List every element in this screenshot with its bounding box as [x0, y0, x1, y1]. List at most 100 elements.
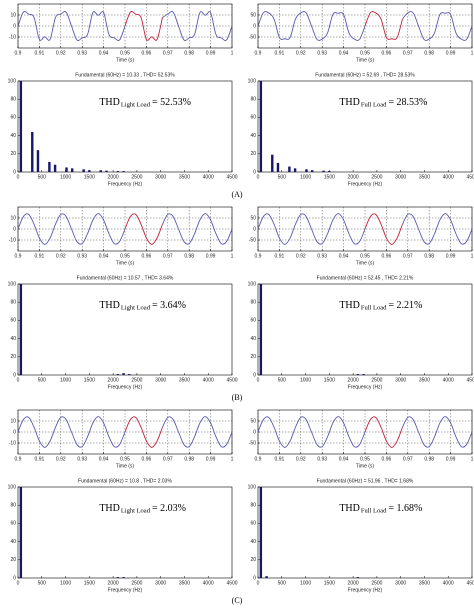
x-tick-label: 1 [471, 456, 474, 462]
x-tick-label: 500 [38, 377, 47, 383]
plot-frame [17, 283, 233, 376]
x-axis-label: Frequency (Hz) [348, 181, 383, 187]
waveform-line [124, 11, 163, 41]
y-tick-label: 0 [13, 575, 16, 581]
x-tick-label: 0 [257, 377, 260, 383]
y-tick-label: 0 [13, 429, 16, 435]
x-tick-label: 1000 [60, 377, 71, 383]
x-tick-label: 0 [17, 377, 20, 383]
x-tick-label: 2000 [108, 174, 119, 180]
x-tick-label: 0.97 [163, 253, 173, 259]
spectrum-bar [122, 577, 125, 578]
thd-subscript: Full Load [361, 508, 387, 515]
x-axis-label: Frequency (Hz) [108, 384, 143, 390]
x-tick-label: 0.91 [35, 50, 45, 56]
y-tick-label: 40 [10, 539, 16, 545]
y-tick-label: 80 [10, 503, 16, 509]
y-tick-label: 80 [250, 97, 256, 103]
thd-annotation: THDLight Load = 52.53% [99, 97, 191, 109]
x-axis-label: Frequency (Hz) [348, 384, 383, 390]
x-tick-label: 0.91 [275, 50, 285, 56]
x-tick-label: 3000 [155, 580, 166, 586]
x-tick-label: 0 [257, 174, 260, 180]
chart-title: Fundamental (60Hz) = 52.69 , THD= 28.53% [315, 72, 415, 78]
y-tick-label: 100 [248, 78, 257, 84]
y-tick-label: 20 [250, 557, 256, 563]
y-tick-label: 20 [250, 151, 256, 157]
x-tick-label: 4000 [443, 580, 454, 586]
x-tick-label: 0.91 [35, 253, 45, 259]
x-tick-label: 0.98 [184, 50, 194, 56]
y-tick-label: 20 [10, 354, 16, 360]
x-tick-label: 0.9 [255, 456, 262, 462]
spectrum-bar [122, 171, 125, 172]
thd-annotation: THDFull Load = 1.68% [339, 503, 422, 515]
y-tick-label: -50 [249, 34, 256, 40]
y-tick-label: 100 [8, 78, 17, 84]
chart-title: Fundamental (60Hz) = 10.8 , THD= 2.03% [78, 478, 172, 484]
x-tick-label: 0.95 [120, 253, 130, 259]
spectrum-bar [48, 161, 51, 172]
waveform-line [257, 213, 473, 245]
panel-label: (A) [231, 190, 242, 199]
x-tick-label: 0.95 [360, 50, 370, 56]
x-tick-label: 0.94 [339, 253, 349, 259]
y-tick-label: 10 [10, 12, 16, 18]
spectrum-bar [259, 487, 263, 578]
thd-text: THD [99, 300, 120, 311]
panel-label: (C) [232, 596, 243, 605]
x-tick-label: 3000 [395, 377, 406, 383]
spectrum-bar [36, 150, 40, 172]
spectrum-bar [31, 131, 34, 172]
x-tick-label: 4500 [466, 580, 474, 586]
x-tick-label: 1500 [84, 580, 95, 586]
plot-frame [17, 486, 233, 579]
y-tick-label: 0 [13, 169, 16, 175]
y-tick-label: 80 [250, 503, 256, 509]
spectrum-bar [322, 170, 325, 172]
x-axis-label: Time (s) [356, 463, 374, 469]
x-tick-label: 0.98 [424, 456, 434, 462]
x-tick-label: 3500 [419, 377, 430, 383]
x-tick-label: 0.92 [56, 456, 66, 462]
x-tick-label: 0.99 [446, 50, 456, 56]
spectrum-bar [99, 170, 102, 172]
x-axis-label: Frequency (Hz) [348, 587, 383, 593]
thd-text: THD [99, 503, 120, 514]
spectrum-bar [116, 374, 120, 375]
x-tick-label: 0.92 [56, 253, 66, 259]
thd-value: = 28.53% [388, 97, 427, 108]
waveform-line [364, 416, 403, 448]
y-tick-label: 60 [10, 318, 16, 324]
chart-title: Fundamental (60Hz) = 10.57 , THD= 3.64% [77, 275, 174, 281]
x-tick-label: 0.98 [424, 253, 434, 259]
x-tick-label: 4000 [443, 174, 454, 180]
x-axis-label: Frequency (Hz) [108, 181, 143, 187]
x-tick-label: 0.93 [317, 253, 327, 259]
spectrum-bar [356, 577, 360, 578]
x-tick-label: 2500 [131, 580, 142, 586]
thd-subscript: Full Load [361, 102, 387, 109]
x-tick-label: 0.96 [142, 456, 152, 462]
spectrum-bar [271, 154, 274, 172]
x-tick-label: 4000 [443, 377, 454, 383]
spectrum-bar [362, 374, 365, 375]
y-tick-label: 0 [253, 372, 256, 378]
thd-subscript: Light Load [121, 102, 151, 109]
x-tick-label: 1500 [324, 174, 335, 180]
y-tick-label: 60 [250, 115, 256, 121]
y-tick-label: -10 [9, 440, 16, 446]
y-tick-label: 0 [253, 429, 256, 435]
thd-annotation: THDLight Load = 3.64% [99, 300, 186, 312]
x-tick-label: 0.99 [446, 456, 456, 462]
waveform-line [364, 11, 403, 40]
panel-label: (B) [232, 393, 243, 402]
x-tick-label: 4500 [226, 377, 237, 383]
x-tick-label: 3500 [179, 580, 190, 586]
x-tick-label: 3500 [179, 174, 190, 180]
x-tick-label: 3500 [179, 377, 190, 383]
y-tick-label: 80 [10, 300, 16, 306]
x-tick-label: 4000 [203, 580, 214, 586]
x-tick-label: 0.98 [424, 50, 434, 56]
chart-title: Fundamental (60Hz) = 10.33 , THD= 52.53% [75, 72, 175, 78]
